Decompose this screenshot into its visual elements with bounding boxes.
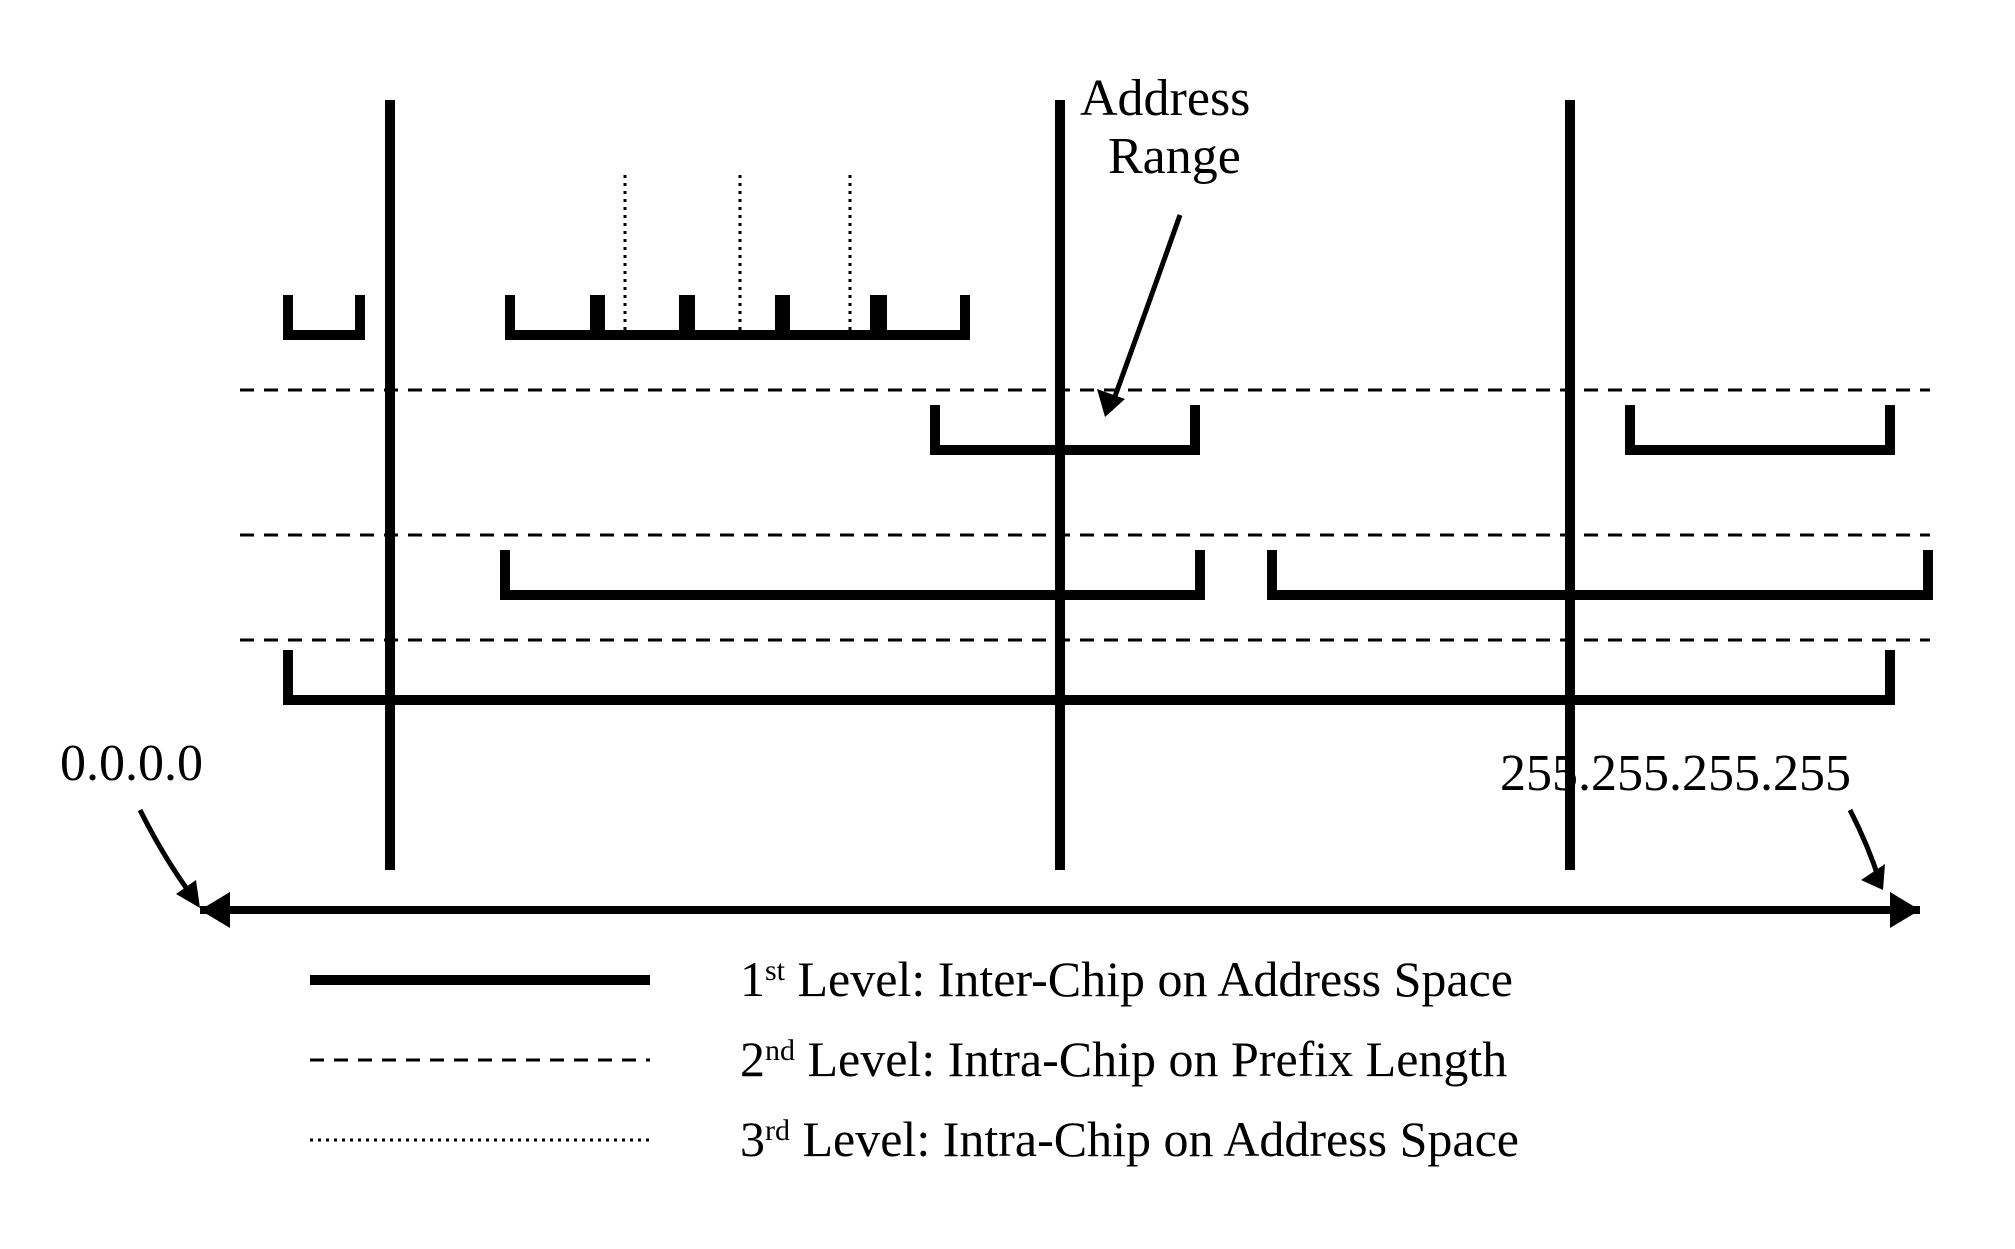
address-range-diagram: AddressRange 0.0.0.0 255.255.255.255 1st Le… [20,20,2015,1229]
legend-level1-text: Level: Inter-Chip on Address Space [785,951,1513,1007]
diagram-container: AddressRange 0.0.0.0 255.255.255.255 1st Le… [20,20,2015,1229]
title-line2: Range [1108,128,1241,185]
legend-level1-prefix: 1 [740,951,765,1007]
legend-level2-super: nd [765,1034,795,1067]
title-arrow-head-icon [1097,389,1125,417]
address-range-bracket [1630,405,1890,450]
address-range-bracket [882,295,965,335]
address-range-bracket [505,550,1200,595]
address-range-bracket [510,295,595,335]
address-range-bracket [288,295,360,335]
legend-level1: 1st Level: Inter-Chip on Address Space [740,951,1513,1007]
title-arrow-line [1110,215,1180,410]
legend-level2-prefix: 2 [740,1031,765,1087]
address-range-bracket [690,295,780,335]
address-range-bracket [288,650,1890,700]
axis-arrow-left-icon [200,892,230,928]
legend-level3: 3rd Level: Intra-Chip on Address Space [740,1111,1519,1167]
legend-level3-text: Level: Intra-Chip on Address Space [790,1111,1519,1167]
title-line1: Address [1080,70,1250,127]
axis-arrow-right-icon [1890,892,1920,928]
legend-level1-super: st [765,954,786,987]
legend-level2: 2nd Level: Intra-Chip on Prefix Length [740,1031,1507,1087]
legend-level3-prefix: 3 [740,1111,765,1167]
address-range-bracket [785,295,875,335]
legend-level3-super: rd [765,1114,790,1147]
legend-level2-text: Level: Intra-Chip on Prefix Length [795,1031,1507,1087]
address-range-bracket [600,295,684,335]
axis-end-label: 255.255.255.255 [1500,745,1851,802]
address-range-bracket [1272,550,1928,595]
axis-start-arrow-head-icon [176,880,200,908]
axis-start-label: 0.0.0.0 [60,735,203,792]
